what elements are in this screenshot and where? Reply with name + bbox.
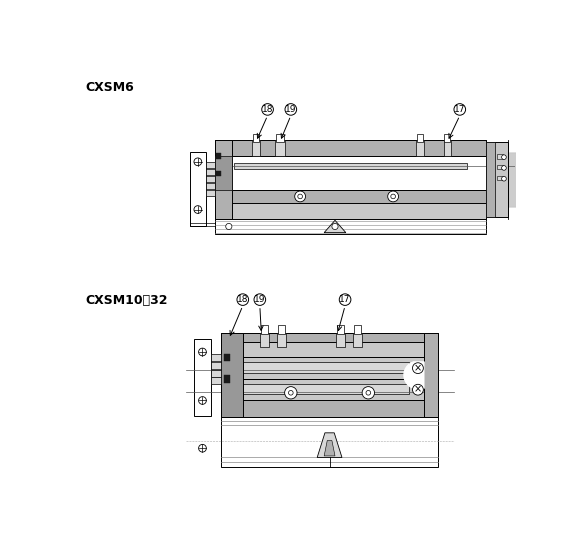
Bar bbox=[221, 418, 438, 467]
Circle shape bbox=[237, 294, 249, 305]
Bar bbox=[205, 162, 215, 168]
Circle shape bbox=[298, 194, 303, 199]
Text: 17: 17 bbox=[339, 295, 351, 304]
Circle shape bbox=[295, 191, 305, 202]
Bar bbox=[215, 190, 486, 219]
Bar bbox=[336, 325, 344, 334]
Bar bbox=[215, 140, 486, 155]
Circle shape bbox=[366, 391, 371, 395]
Circle shape bbox=[412, 385, 423, 395]
Text: 17: 17 bbox=[454, 105, 466, 114]
Bar bbox=[211, 377, 221, 385]
Bar bbox=[261, 325, 268, 334]
Circle shape bbox=[198, 444, 206, 452]
Text: CXSM6: CXSM6 bbox=[85, 81, 134, 94]
Bar bbox=[221, 333, 438, 342]
Bar bbox=[221, 379, 438, 400]
Bar bbox=[235, 163, 467, 169]
Circle shape bbox=[412, 363, 423, 373]
Bar bbox=[277, 333, 286, 347]
Text: ×: × bbox=[414, 363, 422, 373]
Bar bbox=[353, 325, 362, 334]
Bar bbox=[194, 339, 211, 416]
Bar bbox=[205, 176, 215, 182]
Circle shape bbox=[362, 387, 375, 399]
Bar bbox=[216, 153, 221, 159]
Text: ×: × bbox=[414, 385, 422, 395]
Circle shape bbox=[339, 294, 351, 305]
Bar bbox=[253, 134, 259, 142]
Bar bbox=[215, 219, 486, 234]
Bar bbox=[353, 333, 362, 347]
Bar bbox=[486, 142, 508, 217]
Bar bbox=[205, 183, 215, 189]
Circle shape bbox=[194, 158, 202, 165]
Bar bbox=[221, 333, 243, 418]
Bar bbox=[215, 155, 486, 190]
Bar bbox=[238, 362, 408, 373]
Polygon shape bbox=[404, 362, 424, 389]
Bar bbox=[497, 165, 503, 169]
Bar bbox=[205, 190, 215, 196]
Bar bbox=[221, 333, 438, 357]
Bar bbox=[205, 169, 215, 175]
Bar bbox=[215, 190, 486, 203]
Bar bbox=[215, 155, 232, 190]
Circle shape bbox=[198, 397, 206, 404]
Circle shape bbox=[262, 103, 273, 115]
Bar bbox=[238, 383, 408, 394]
Bar bbox=[424, 333, 438, 418]
Bar bbox=[215, 140, 232, 219]
Bar bbox=[190, 152, 205, 226]
Bar bbox=[486, 142, 495, 217]
Circle shape bbox=[288, 391, 293, 395]
Circle shape bbox=[198, 348, 206, 356]
Circle shape bbox=[454, 103, 466, 115]
Bar bbox=[224, 375, 231, 383]
Text: 18: 18 bbox=[237, 295, 248, 304]
Circle shape bbox=[285, 103, 297, 115]
Bar bbox=[215, 140, 486, 173]
Bar bbox=[260, 333, 269, 347]
Polygon shape bbox=[317, 433, 342, 457]
Bar bbox=[221, 357, 438, 379]
Bar bbox=[417, 134, 423, 142]
Circle shape bbox=[254, 294, 265, 305]
Bar bbox=[277, 325, 285, 334]
Bar bbox=[224, 353, 231, 361]
Circle shape bbox=[502, 165, 506, 170]
Text: 19: 19 bbox=[285, 105, 296, 114]
Bar bbox=[416, 140, 424, 155]
Bar bbox=[252, 140, 260, 155]
Bar bbox=[211, 362, 221, 369]
Bar bbox=[221, 400, 438, 418]
Circle shape bbox=[194, 206, 202, 214]
Circle shape bbox=[391, 194, 395, 199]
Bar bbox=[443, 140, 451, 155]
Bar bbox=[497, 176, 503, 180]
Bar bbox=[444, 134, 451, 142]
Circle shape bbox=[332, 224, 338, 230]
Bar bbox=[211, 354, 221, 361]
Bar bbox=[497, 154, 503, 159]
Bar bbox=[275, 140, 285, 155]
Circle shape bbox=[502, 177, 506, 181]
Circle shape bbox=[388, 191, 399, 202]
Bar bbox=[216, 171, 221, 176]
Text: 19: 19 bbox=[254, 295, 265, 304]
Bar bbox=[276, 134, 284, 142]
Bar bbox=[336, 333, 345, 347]
Polygon shape bbox=[324, 440, 335, 456]
Circle shape bbox=[285, 387, 297, 399]
Text: 18: 18 bbox=[262, 105, 273, 114]
Bar bbox=[211, 369, 221, 377]
Circle shape bbox=[226, 224, 232, 230]
Polygon shape bbox=[324, 220, 346, 233]
Text: CXSM10～32: CXSM10～32 bbox=[85, 294, 168, 307]
Circle shape bbox=[502, 155, 506, 159]
